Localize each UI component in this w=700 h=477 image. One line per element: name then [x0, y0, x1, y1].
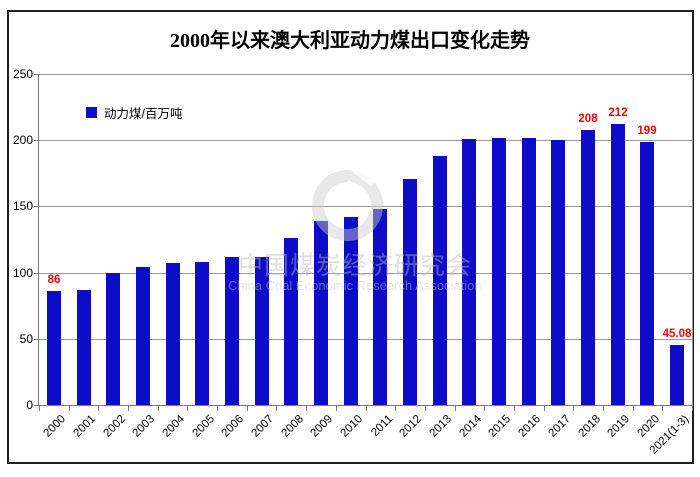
x-axis-tick — [514, 405, 515, 411]
x-axis-tick — [276, 405, 277, 411]
y-axis-label: 100 — [12, 266, 33, 280]
bar — [492, 137, 506, 405]
bar — [344, 216, 358, 405]
bar — [166, 263, 180, 405]
bar — [581, 129, 595, 405]
bar-value-label: 208 — [578, 112, 598, 125]
bar — [640, 141, 654, 405]
x-axis-tick — [306, 405, 307, 411]
x-axis-tick — [336, 405, 337, 411]
bar — [195, 262, 209, 405]
x-axis-tick — [128, 405, 129, 411]
x-axis-tick — [98, 405, 99, 411]
chart-title: 2000年以来澳大利亚动力煤出口变化走势 — [170, 30, 530, 52]
gridline — [39, 339, 692, 340]
x-axis-tick — [39, 405, 40, 411]
x-axis-tick — [69, 405, 70, 411]
bar — [106, 272, 120, 405]
y-axis-tick — [34, 339, 39, 340]
gridline — [39, 206, 692, 207]
bar — [433, 156, 447, 405]
bar-value-label: 199 — [637, 124, 657, 137]
x-axis-tick — [366, 405, 367, 411]
x-axis-tick — [484, 405, 485, 411]
y-axis-label: 200 — [12, 133, 33, 147]
legend-color-swatch — [86, 107, 97, 118]
gridline — [39, 273, 692, 274]
y-axis-tick — [34, 206, 39, 207]
bar — [136, 267, 150, 405]
y-axis-label: 50 — [19, 332, 33, 346]
bar — [284, 238, 298, 405]
bar — [611, 124, 625, 405]
bar — [670, 345, 684, 405]
x-axis-tick — [395, 405, 396, 411]
bar — [551, 140, 565, 405]
x-axis-tick — [247, 405, 248, 411]
x-axis-tick — [455, 405, 456, 411]
plot-area: 0 50 100 150 200 250 86 2000 2001 2002 2003 2004 200… — [13, 67, 693, 457]
bar — [462, 138, 476, 405]
bar — [522, 137, 536, 405]
x-axis-tick — [544, 405, 545, 411]
x-axis-tick — [603, 405, 604, 411]
x-axis-tick — [633, 405, 634, 411]
legend-label: 动力煤/百万吨 — [104, 107, 183, 121]
y-axis-tick — [34, 74, 39, 75]
y-axis-label: 250 — [12, 67, 33, 81]
gridline — [39, 140, 692, 141]
y-axis-label: 150 — [12, 199, 33, 213]
bar — [225, 256, 239, 405]
bar-value-label: 86 — [47, 274, 61, 287]
bar — [403, 178, 417, 405]
bar — [314, 220, 328, 405]
bar-value-label: 212 — [608, 107, 628, 120]
x-axis-tick — [425, 405, 426, 411]
x-axis-tick — [662, 405, 663, 411]
x-axis-tick — [692, 405, 693, 411]
bar — [77, 289, 91, 405]
bar-value-label: 45.08 — [662, 328, 692, 341]
x-axis-tick — [158, 405, 159, 411]
bar — [373, 209, 387, 405]
x-axis-tick — [217, 405, 218, 411]
gridline — [39, 74, 692, 75]
y-axis-tick — [34, 140, 39, 141]
legend: 动力煤/百万吨 — [86, 103, 182, 122]
bar — [255, 256, 269, 405]
x-axis-tick — [573, 405, 574, 411]
bar — [47, 291, 61, 405]
y-axis-tick — [34, 273, 39, 274]
x-axis-tick — [187, 405, 188, 411]
y-axis-tick — [34, 405, 39, 406]
y-axis-label: 0 — [26, 398, 33, 412]
